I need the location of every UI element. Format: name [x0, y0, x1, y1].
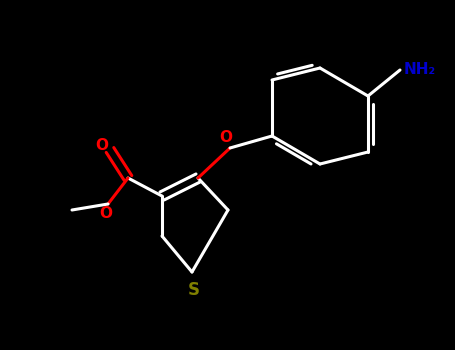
Text: NH₂: NH₂ [404, 63, 436, 77]
Text: O: O [100, 206, 112, 222]
Text: O: O [96, 139, 108, 154]
Text: S: S [188, 281, 200, 299]
Text: O: O [219, 131, 233, 146]
